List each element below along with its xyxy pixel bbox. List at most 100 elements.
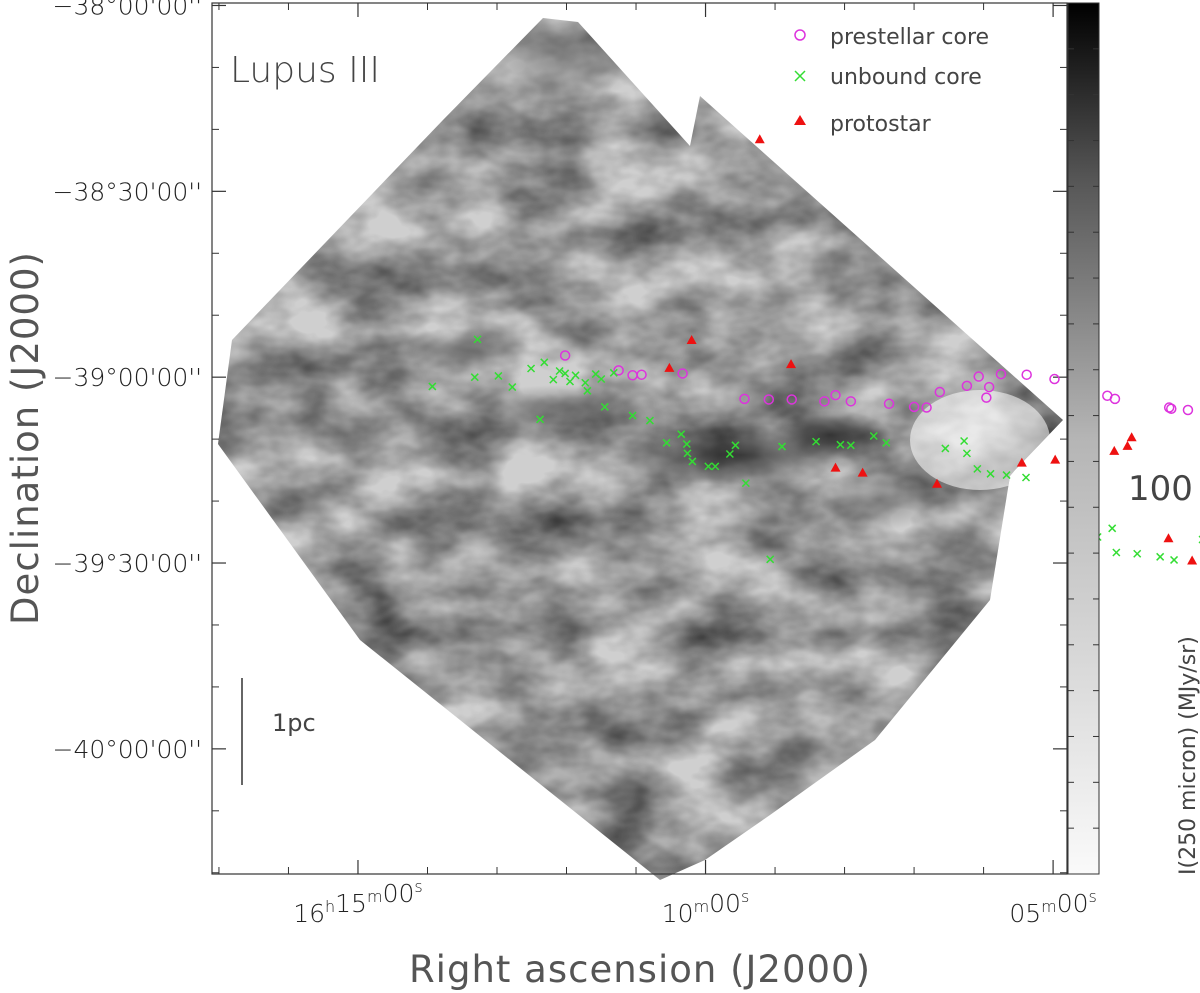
filament-tail [820,470,940,530]
unbound-core-point [711,462,720,471]
unbound-core-point [581,378,590,387]
unbound-core-point [1156,552,1165,561]
unbound-core-point [986,469,995,478]
y-tick-label: −38°00'00'' [53,0,203,20]
prestellar-core-point [1163,402,1175,413]
unbound-core-point [836,440,845,449]
scale-bar-label: 1pc [272,709,316,737]
prestellar-core-point [613,365,624,376]
x-tick-label: 16h15m00s [293,877,423,928]
unbound-core-point [527,364,536,373]
unbound-core-point [628,411,637,420]
prestellar-core-point [1021,369,1032,380]
unbound-core-point [731,441,740,450]
x-tick-label: 05m00s [1009,887,1097,928]
unbound-core-point [583,386,592,395]
colorbar-ticks [1068,48,1099,829]
prestellar-core-point [786,394,797,405]
unbound-core-point [662,438,671,447]
protostar-point [932,478,943,488]
prestellar-core-point [1109,393,1121,405]
y-tick-labels: −38°00'00'' −38°30'00'' −39°00'00'' −39°30'… [53,0,203,764]
dust-map [218,18,1063,880]
prestellar-core-point [677,368,688,379]
unbound-core-point [549,375,558,384]
prestellar-core-point [961,380,973,392]
unbound-core-point [1133,549,1142,558]
unbound-core-point [1108,524,1117,533]
prestellar-core-point [995,368,1007,380]
unbound-core-point [565,377,575,386]
prestellar-core-point [739,393,750,405]
legend-marker-prestellar [794,29,806,41]
unbound-core-point [683,449,692,458]
protostar-point [1122,440,1133,450]
prestellar-core-point [983,381,995,393]
unbound-core-point [688,457,697,466]
protostar-point [1163,533,1174,543]
chart-title: Lupus III [230,50,380,91]
prestellar-core-point [845,396,857,407]
unbound-core-point [536,415,545,424]
x-tick-labels: 16h15m00s 10m00s 05m00s [293,877,1097,928]
y-tick-label: −39°30'00'' [53,549,203,578]
protostar-point [754,134,765,144]
unbound-core-point [941,444,950,453]
x-axis-title: Right ascension (J2000) [409,948,871,991]
unbound-core-point [571,371,580,380]
unbound-core-point [1170,555,1179,564]
legend-marker-unbound [794,70,806,82]
y-tick-label: −38°30'00'' [53,177,203,206]
protostar-point [1126,432,1137,442]
unbound-core-point [741,479,750,488]
prestellar-core-point [973,371,984,382]
colorbar: 100 I(250 micron) (MJy/sr) [1067,2,1200,875]
protostar-point [1016,457,1027,467]
protostar-point [857,467,868,477]
unbound-core-point [1112,548,1121,557]
prestellar-core-point [1049,373,1060,385]
protostar-point [1050,454,1061,464]
unbound-core-point [869,431,878,441]
unbound-core-point [600,402,609,411]
unbound-core-point [473,335,482,344]
protostar-point [664,362,675,372]
unbound-core-point [508,383,517,392]
unbound-core-point [470,373,479,382]
unbound-core-point [846,441,855,450]
unbound-core-point [777,442,787,451]
unbound-core-point [682,440,691,449]
unbound-core-point [960,436,969,446]
colorbar-label: I(250 micron) (MJy/sr) [1176,636,1200,875]
prestellar-core-point [830,389,841,401]
colorbar-gradient [1067,2,1100,875]
unbound-core-point [609,368,618,377]
y-tick-label: −40°00'00'' [53,735,203,764]
bright-east-patch [910,390,1050,490]
unbound-core-point [725,449,734,459]
unbound-core-point [555,366,564,376]
protostar-point [1187,555,1198,565]
prestellar-core-point [1182,404,1194,416]
prestellar-core-point [934,386,946,398]
plot-frame [211,2,1068,875]
unbound-core-point [882,438,891,447]
y-tick-label: −39°00'00'' [53,363,203,392]
unbound-core-point [494,371,503,380]
prestellar-core-point [763,394,775,405]
filament-ridge [770,410,890,460]
colorbar-tick-label: 100 [1128,469,1193,509]
prestellar-core-point [819,396,830,407]
unbound-core-point [645,416,654,425]
legend-label-prestellar: prestellar core [830,25,989,50]
axis-ticks [212,3,1067,874]
prestellar-core-point [981,392,992,403]
unbound-core-point [812,437,821,446]
unbound-core-point [561,369,570,378]
prestellar-core-point [883,398,895,410]
filament-north [390,328,530,372]
prestellar-core-point [921,402,932,413]
upper-cloud-shade [480,18,640,105]
y-axis-title: Declination (J2000) [4,251,47,625]
unbound-core-point [1021,473,1031,482]
